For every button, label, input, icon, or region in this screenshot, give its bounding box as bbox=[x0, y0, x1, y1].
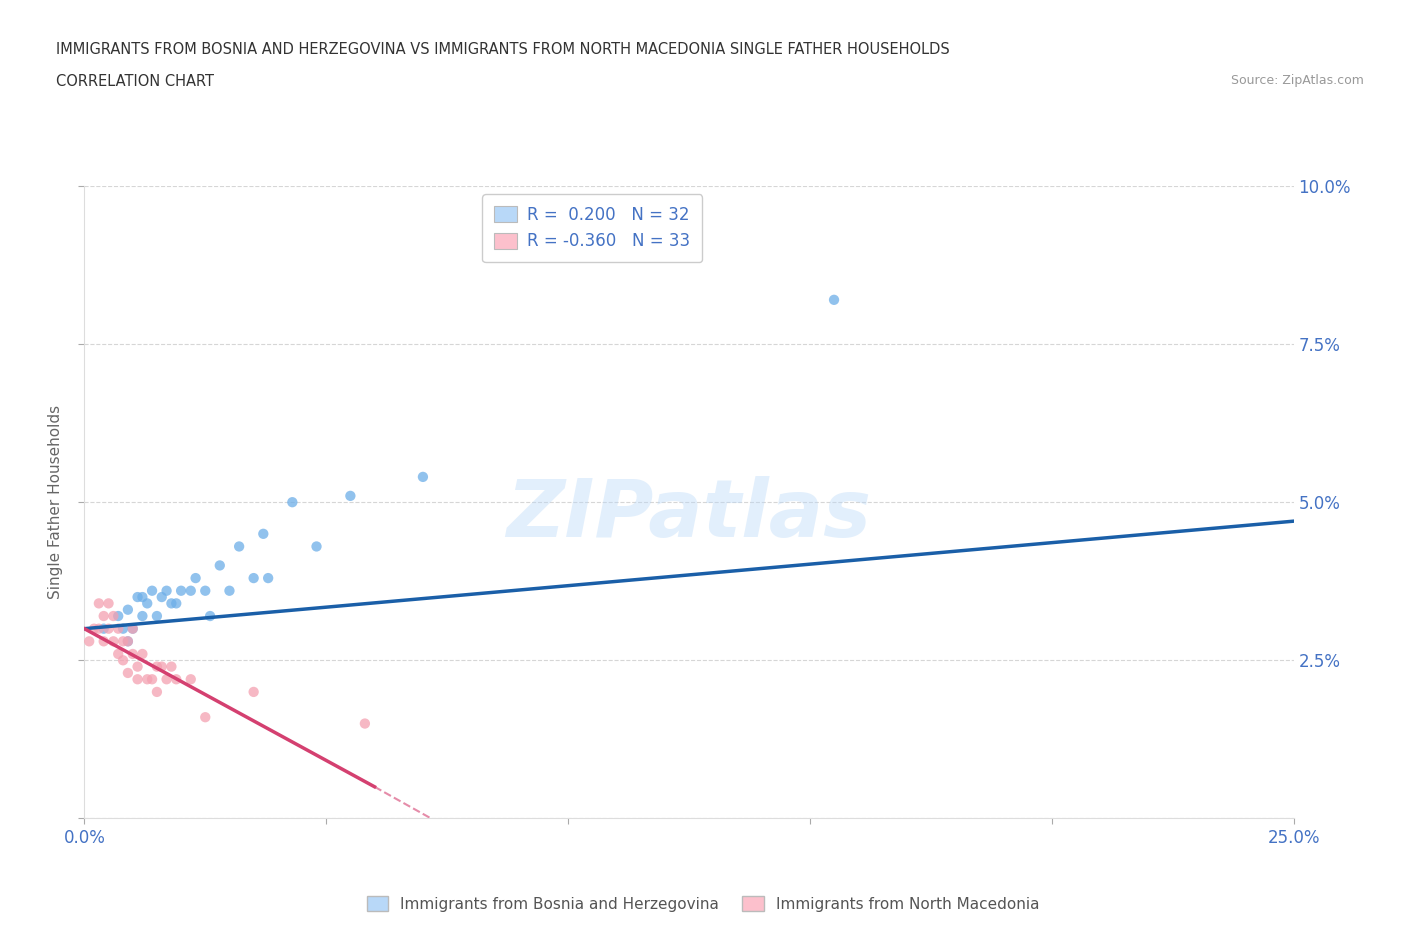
Point bbox=[257, 571, 280, 586]
Point bbox=[165, 596, 187, 611]
Point bbox=[112, 653, 135, 668]
Point bbox=[117, 666, 139, 681]
Point bbox=[160, 596, 183, 611]
Point bbox=[107, 646, 129, 661]
Point bbox=[155, 671, 177, 686]
Point bbox=[194, 710, 217, 724]
Point bbox=[127, 590, 149, 604]
Point bbox=[121, 646, 143, 661]
Point bbox=[112, 634, 135, 649]
Point bbox=[170, 583, 193, 598]
Point bbox=[127, 671, 149, 686]
Point bbox=[97, 621, 120, 636]
Point bbox=[97, 596, 120, 611]
Point bbox=[103, 634, 125, 649]
Point bbox=[93, 621, 115, 636]
Point bbox=[117, 634, 139, 649]
Point bbox=[155, 583, 177, 598]
Point bbox=[121, 621, 143, 636]
Point bbox=[146, 608, 169, 623]
Point bbox=[242, 684, 264, 699]
Point bbox=[121, 621, 143, 636]
Y-axis label: Single Father Households: Single Father Households bbox=[48, 405, 63, 599]
Point bbox=[823, 292, 845, 307]
Text: IMMIGRANTS FROM BOSNIA AND HERZEGOVINA VS IMMIGRANTS FROM NORTH MACEDONIA SINGLE: IMMIGRANTS FROM BOSNIA AND HERZEGOVINA V… bbox=[56, 42, 950, 57]
Point bbox=[354, 716, 377, 731]
Point bbox=[141, 671, 163, 686]
Point bbox=[160, 659, 183, 674]
Legend: R =  0.200   N = 32, R = -0.360   N = 33: R = 0.200 N = 32, R = -0.360 N = 33 bbox=[482, 194, 702, 262]
Point bbox=[242, 571, 264, 586]
Point bbox=[146, 684, 169, 699]
Point bbox=[184, 571, 207, 586]
Point bbox=[305, 539, 328, 554]
Point bbox=[180, 583, 202, 598]
Point bbox=[165, 671, 187, 686]
Point bbox=[107, 608, 129, 623]
Point bbox=[412, 470, 434, 485]
Point bbox=[136, 671, 159, 686]
Point bbox=[150, 659, 173, 674]
Point bbox=[117, 603, 139, 618]
Point bbox=[208, 558, 231, 573]
Point bbox=[131, 646, 153, 661]
Point bbox=[180, 671, 202, 686]
Text: CORRELATION CHART: CORRELATION CHART bbox=[56, 74, 214, 89]
Point bbox=[131, 590, 153, 604]
Point bbox=[281, 495, 304, 510]
Point bbox=[146, 659, 169, 674]
Point bbox=[117, 634, 139, 649]
Point bbox=[218, 583, 240, 598]
Text: Source: ZipAtlas.com: Source: ZipAtlas.com bbox=[1230, 74, 1364, 87]
Point bbox=[107, 621, 129, 636]
Point bbox=[150, 590, 173, 604]
Point bbox=[136, 596, 159, 611]
Point bbox=[252, 526, 274, 541]
Point bbox=[87, 596, 110, 611]
Point bbox=[112, 621, 135, 636]
Point bbox=[87, 621, 110, 636]
Point bbox=[103, 608, 125, 623]
Point bbox=[141, 583, 163, 598]
Point bbox=[77, 634, 100, 649]
Text: ZIPatlas: ZIPatlas bbox=[506, 476, 872, 554]
Point bbox=[131, 608, 153, 623]
Point bbox=[339, 488, 361, 503]
Legend: Immigrants from Bosnia and Herzegovina, Immigrants from North Macedonia: Immigrants from Bosnia and Herzegovina, … bbox=[360, 890, 1046, 918]
Point bbox=[83, 621, 105, 636]
Point bbox=[194, 583, 217, 598]
Point bbox=[127, 659, 149, 674]
Point bbox=[93, 634, 115, 649]
Point bbox=[93, 608, 115, 623]
Point bbox=[198, 608, 221, 623]
Point bbox=[228, 539, 250, 554]
